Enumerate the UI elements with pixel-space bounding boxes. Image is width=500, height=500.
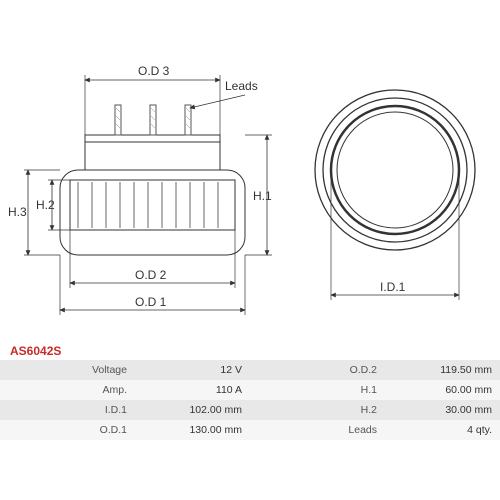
spec-value: 130.00 mm (135, 420, 250, 440)
label-leads: Leads (225, 79, 258, 93)
spec-value: 102.00 mm (135, 400, 250, 420)
spec-label: Voltage (0, 360, 135, 380)
top-view: I.D.1 (315, 90, 475, 300)
leads-group (115, 105, 191, 135)
technical-diagram: O.D 3 Leads O.D 2 O.D 1 H.1 H.2 H.3 (0, 0, 500, 340)
spec-label: H.1 (250, 380, 385, 400)
part-number: AS6042S (0, 340, 500, 360)
spec-label: O.D.2 (250, 360, 385, 380)
spec-label: Leads (250, 420, 385, 440)
spec-label: Amp. (0, 380, 135, 400)
label-od1: O.D 1 (135, 295, 167, 309)
spec-table: Voltage12 VO.D.2119.50 mmAmp.110 AH.160.… (0, 360, 500, 440)
label-h1: H.1 (253, 189, 272, 203)
spec-value: 30.00 mm (385, 400, 500, 420)
label-h2: H.2 (36, 198, 55, 212)
spec-label: H.2 (250, 400, 385, 420)
spec-row: O.D.1130.00 mmLeads4 qty. (0, 420, 500, 440)
label-h3: H.3 (8, 205, 27, 219)
spec-label: O.D.1 (0, 420, 135, 440)
spec-row: Amp.110 AH.160.00 mm (0, 380, 500, 400)
spec-value: 110 A (135, 380, 250, 400)
spec-row: Voltage12 VO.D.2119.50 mm (0, 360, 500, 380)
spec-value: 4 qty. (385, 420, 500, 440)
spec-row: I.D.1102.00 mmH.230.00 mm (0, 400, 500, 420)
label-od3: O.D 3 (138, 64, 170, 78)
spec-label: I.D.1 (0, 400, 135, 420)
spec-value: 12 V (135, 360, 250, 380)
spec-value: 60.00 mm (385, 380, 500, 400)
label-od2: O.D 2 (135, 268, 167, 282)
side-view: O.D 3 Leads O.D 2 O.D 1 H.1 H.2 H.3 (8, 64, 272, 315)
spec-value: 119.50 mm (385, 360, 500, 380)
label-id1: I.D.1 (380, 280, 406, 294)
